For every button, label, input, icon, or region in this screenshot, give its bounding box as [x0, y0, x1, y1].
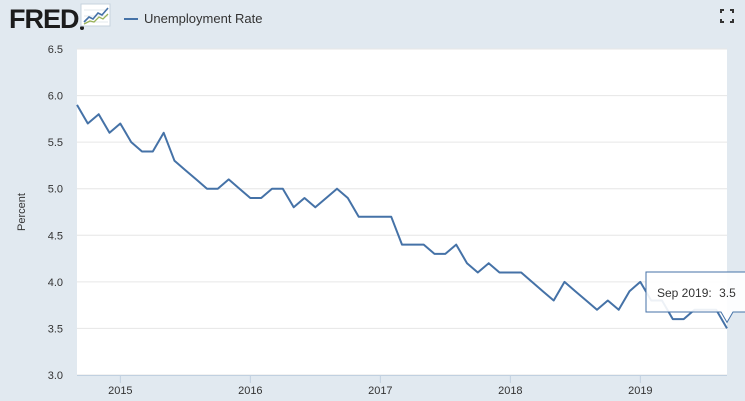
data-point[interactable]: [355, 213, 363, 221]
data-point[interactable]: [409, 241, 417, 249]
tooltip-label: Sep 2019:: [657, 286, 712, 300]
data-point[interactable]: [257, 194, 265, 202]
fullscreen-icon[interactable]: [720, 9, 734, 23]
data-point[interactable]: [192, 175, 200, 183]
data-point[interactable]: [669, 315, 677, 323]
data-point[interactable]: [322, 194, 330, 202]
data-point[interactable]: [95, 110, 103, 118]
data-point[interactable]: [452, 241, 460, 249]
data-point[interactable]: [474, 269, 482, 277]
y-tick-label: 3.5: [48, 323, 63, 335]
data-point[interactable]: [463, 259, 471, 267]
data-point[interactable]: [344, 194, 352, 202]
data-point[interactable]: [626, 287, 634, 295]
series-line[interactable]: [76, 104, 728, 329]
data-point[interactable]: [160, 129, 168, 137]
data-point[interactable]: [106, 129, 114, 137]
x-tick-label: 2018: [498, 385, 522, 397]
data-point[interactable]: [311, 203, 319, 211]
x-tick-label: 2016: [238, 385, 262, 397]
data-point[interactable]: [441, 250, 449, 258]
y-tick-label: 5.5: [48, 137, 63, 149]
fred-logo-text: FRED: [9, 4, 79, 34]
data-point[interactable]: [171, 157, 179, 165]
data-point[interactable]: [615, 306, 623, 314]
header-bar: FRED Unemployment Rate: [0, 0, 745, 40]
data-point[interactable]: [604, 296, 612, 304]
fred-logo[interactable]: FRED: [9, 6, 86, 33]
y-tick-label: 6.0: [48, 91, 63, 103]
data-point[interactable]: [593, 306, 601, 314]
data-point[interactable]: [73, 101, 81, 109]
data-point[interactable]: [680, 315, 688, 323]
series-group[interactable]: [73, 101, 731, 333]
data-point[interactable]: [376, 213, 384, 221]
data-point[interactable]: [636, 278, 644, 286]
data-point[interactable]: [387, 213, 395, 221]
tooltip-box: [645, 271, 745, 324]
data-point[interactable]: [181, 166, 189, 174]
y-tick-label: 3.0: [48, 370, 63, 382]
data-point[interactable]: [582, 296, 590, 304]
data-point[interactable]: [485, 259, 493, 267]
data-point[interactable]: [550, 296, 558, 304]
tooltip-value: 3.5: [719, 286, 736, 300]
data-point[interactable]: [398, 241, 406, 249]
chart-logo-icon: [80, 3, 111, 27]
data-point[interactable]: [149, 147, 157, 155]
data-point[interactable]: [246, 194, 254, 202]
data-point[interactable]: [301, 194, 309, 202]
data-point[interactable]: [290, 203, 298, 211]
x-tick-label: 2017: [368, 385, 392, 397]
data-point[interactable]: [268, 185, 276, 193]
y-tick-label: 6.5: [48, 44, 63, 56]
data-point[interactable]: [431, 250, 439, 258]
tooltip: Sep 2019: 3.5: [645, 271, 745, 324]
data-point[interactable]: [571, 287, 579, 295]
logo-dot: [79, 26, 84, 30]
x-tick-label: 2015: [108, 385, 132, 397]
y-axis-label: Percent: [16, 193, 28, 231]
plot-area: [77, 49, 727, 375]
x-tick-label: 2019: [628, 385, 652, 397]
data-point[interactable]: [138, 147, 146, 155]
data-point[interactable]: [333, 185, 341, 193]
data-point[interactable]: [528, 278, 536, 286]
legend[interactable]: Unemployment Rate: [124, 11, 263, 26]
data-point[interactable]: [506, 269, 514, 277]
x-axis-ticks: 2015 2016 2017 2018 2019: [77, 375, 727, 397]
data-point[interactable]: [203, 185, 211, 193]
data-point[interactable]: [561, 278, 569, 286]
data-point[interactable]: [420, 241, 428, 249]
data-point[interactable]: [214, 185, 222, 193]
data-point[interactable]: [127, 138, 135, 146]
data-point[interactable]: [539, 287, 547, 295]
y-tick-label: 4.5: [48, 230, 63, 242]
data-point[interactable]: [236, 185, 244, 193]
y-axis-ticks: 3.0 3.5 4.0 4.5 5.0 5.5 6.0 6.5: [48, 44, 63, 382]
legend-swatch: [124, 17, 138, 20]
data-point[interactable]: [116, 120, 124, 128]
y-tick-label: 5.0: [48, 184, 63, 196]
legend-label: Unemployment Rate: [144, 11, 263, 26]
data-point[interactable]: [225, 175, 233, 183]
data-point[interactable]: [279, 185, 287, 193]
data-point[interactable]: [84, 120, 92, 128]
y-tick-label: 4.0: [48, 277, 63, 289]
data-point[interactable]: [723, 324, 731, 332]
data-point[interactable]: [496, 269, 504, 277]
data-point[interactable]: [366, 213, 374, 221]
tooltip-text: Sep 2019: 3.5: [657, 286, 736, 300]
data-point[interactable]: [517, 269, 525, 277]
